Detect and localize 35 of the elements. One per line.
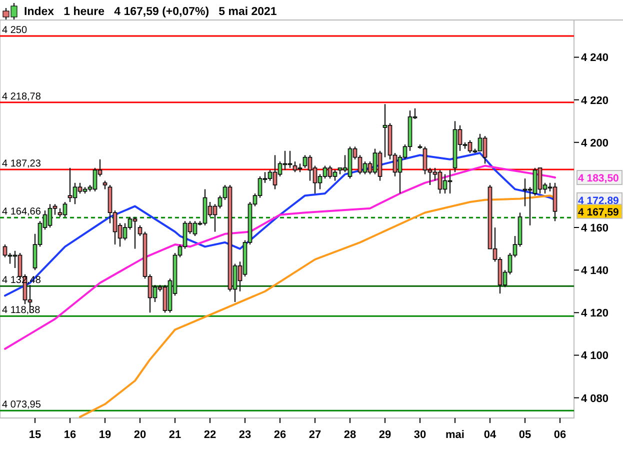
ref-line-label: 4 250 (2, 24, 28, 36)
chart-title: Index 1 heure 4 167,59 (+0,07%) 5 mai 2021 (24, 6, 278, 18)
x-tick-label: 06 (554, 429, 566, 441)
x-tick-label: 30 (414, 429, 426, 441)
y-tick-label: 4 120 (581, 308, 609, 320)
x-tick-label: 04 (484, 429, 497, 441)
y-tick-label: 4 220 (581, 94, 609, 107)
x-tick-label: 28 (344, 429, 356, 441)
x-tick-label: 05 (518, 429, 532, 441)
x-tick-label: 19 (98, 429, 112, 441)
x-tick-label: 27 (308, 429, 322, 441)
ref-line-label: 4 218,78 (2, 91, 42, 102)
x-tick-label: 26 (274, 429, 286, 441)
ref-line-label: 4 118,38 (2, 305, 41, 316)
ref-line-label: 4 073,95 (2, 400, 42, 411)
x-tick-label: 15 (28, 429, 42, 441)
x-tick-label: 29 (378, 429, 392, 441)
y-tick-label: 4 100 (581, 350, 609, 362)
y-tick-label: 4 140 (581, 265, 609, 278)
x-tick-label: 20 (134, 429, 146, 441)
ref-line-label: 4 164,66 (2, 206, 42, 218)
x-tick-label: mai (446, 429, 464, 441)
ref-line-label: 4 187,23 (2, 158, 42, 170)
y-tick-label: 4 200 (581, 137, 609, 150)
x-tick-label: 16 (64, 429, 76, 441)
x-tick-label: 23 (238, 429, 252, 441)
y-tick-label: 4 240 (581, 52, 609, 64)
y-tick-label: 4 160 (581, 222, 609, 235)
x-tick-label: 22 (204, 429, 216, 441)
line-series (4, 152, 556, 297)
x-tick-label: 21 (168, 429, 182, 441)
text: 4 183,50 (578, 172, 620, 184)
text: 4 167,59 (578, 206, 620, 218)
text: 4 172,89 (578, 194, 620, 207)
y-tick-label: 4 080 (581, 392, 609, 405)
